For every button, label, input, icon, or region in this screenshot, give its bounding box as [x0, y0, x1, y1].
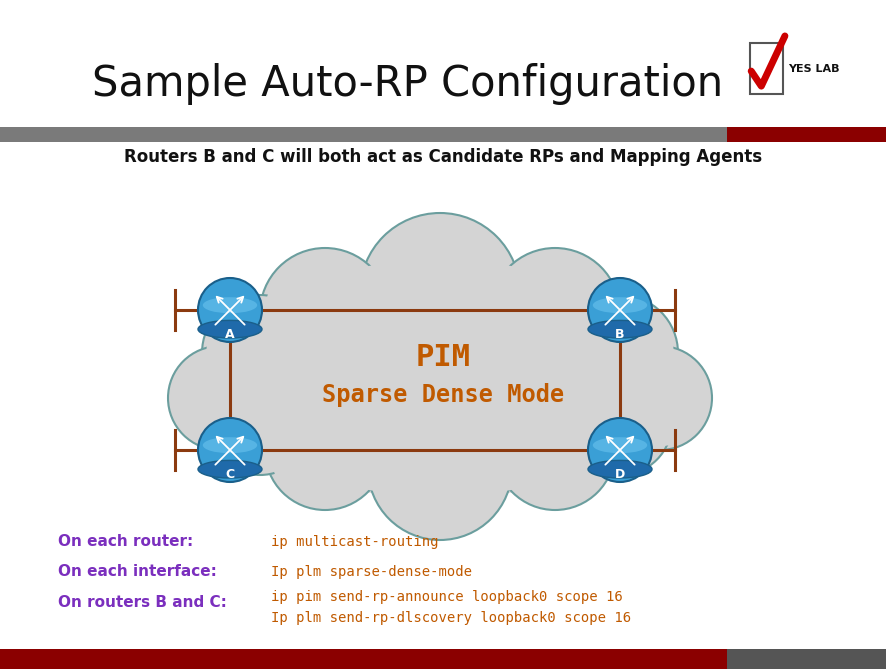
Ellipse shape — [592, 438, 647, 453]
Ellipse shape — [489, 248, 619, 378]
Ellipse shape — [611, 350, 707, 446]
Text: D: D — [614, 468, 625, 480]
Ellipse shape — [566, 299, 672, 407]
Ellipse shape — [265, 390, 385, 510]
Text: On each router:: On each router: — [58, 535, 192, 549]
Ellipse shape — [562, 295, 677, 411]
Ellipse shape — [198, 320, 261, 338]
Text: Sparse Dense Mode: Sparse Dense Mode — [322, 383, 564, 407]
Circle shape — [198, 278, 261, 342]
Text: On each interface:: On each interface: — [58, 565, 216, 579]
Ellipse shape — [587, 320, 651, 338]
Ellipse shape — [499, 395, 610, 506]
Ellipse shape — [202, 260, 677, 496]
Bar — [0, 649, 727, 669]
Ellipse shape — [373, 401, 506, 535]
Ellipse shape — [571, 375, 667, 471]
Ellipse shape — [366, 219, 513, 367]
Ellipse shape — [592, 297, 647, 313]
Text: C: C — [225, 468, 234, 480]
Ellipse shape — [203, 297, 257, 313]
Ellipse shape — [567, 371, 672, 475]
Text: YES LAB: YES LAB — [788, 64, 839, 74]
Text: Sample Auto-RP Configuration: Sample Auto-RP Configuration — [92, 63, 723, 104]
Bar — [749, 43, 782, 94]
Text: On routers B and C:: On routers B and C: — [58, 595, 226, 609]
Ellipse shape — [206, 299, 314, 407]
Ellipse shape — [199, 258, 680, 498]
Ellipse shape — [202, 295, 318, 411]
Text: Ip plm send-rp-dlscovery loopback0 scope 16: Ip plm send-rp-dlscovery loopback0 scope… — [270, 611, 630, 625]
Ellipse shape — [587, 460, 651, 478]
Text: A: A — [225, 328, 235, 341]
Ellipse shape — [494, 253, 614, 373]
Circle shape — [587, 278, 651, 342]
Text: PIM: PIM — [416, 343, 470, 373]
Circle shape — [198, 418, 261, 482]
Ellipse shape — [207, 371, 312, 475]
Ellipse shape — [368, 396, 511, 540]
Bar — [0, 127, 727, 142]
Text: B: B — [615, 328, 624, 341]
Ellipse shape — [203, 438, 257, 453]
Ellipse shape — [260, 248, 390, 378]
Ellipse shape — [198, 460, 261, 478]
Bar — [727, 649, 886, 669]
Ellipse shape — [172, 350, 268, 446]
Ellipse shape — [265, 253, 385, 373]
Ellipse shape — [212, 375, 307, 471]
Bar — [727, 127, 886, 142]
Ellipse shape — [607, 346, 711, 450]
Text: ip multicast-routing: ip multicast-routing — [270, 535, 438, 549]
Ellipse shape — [269, 395, 380, 506]
Text: ip pim send-rp-announce loopback0 scope 16: ip pim send-rp-announce loopback0 scope … — [270, 591, 622, 604]
Ellipse shape — [494, 390, 614, 510]
Text: Ip plm sparse-dense-mode: Ip plm sparse-dense-mode — [270, 565, 471, 579]
Circle shape — [587, 418, 651, 482]
Ellipse shape — [167, 346, 272, 450]
Ellipse shape — [360, 213, 519, 373]
Text: Routers B and C will both act as Candidate RPs and Mapping Agents: Routers B and C will both act as Candida… — [124, 149, 762, 166]
